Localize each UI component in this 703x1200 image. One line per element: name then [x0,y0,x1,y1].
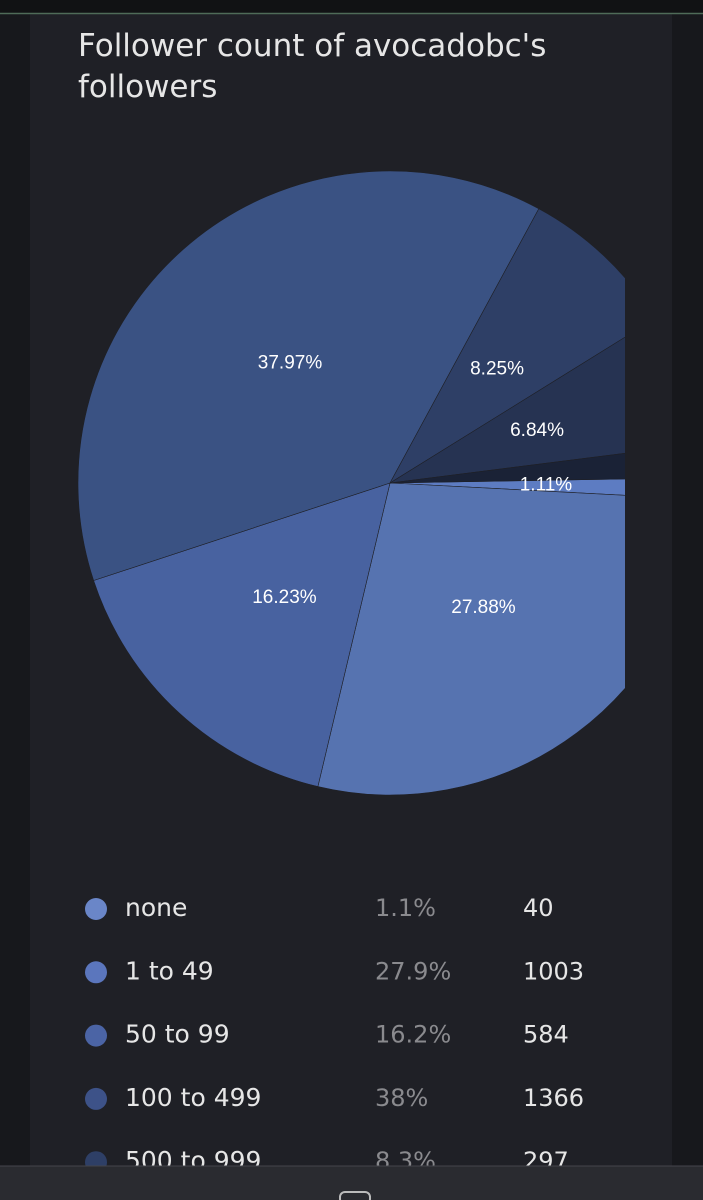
legend-count: 1003 [523,957,584,985]
pie-slice [317,482,625,796]
legend-label: 1 to 49 [125,956,214,985]
legend-swatch [85,1024,107,1047]
legend-count: 584 [523,1021,569,1049]
pie-slice [389,336,625,484]
legend-percent: 27.9% [375,957,451,985]
pie-slice [389,208,625,484]
slice-label: 1.11% [520,475,573,496]
pie-slice [93,482,391,787]
legend-count: 1366 [523,1084,584,1112]
bottom-bar [0,1166,703,1200]
legend: none 1.1% 40 1 to 49 27.9% 1003 50 to 99 16.2% 5… [85,893,584,1175]
nav-home[interactable] [339,1191,371,1200]
slice-label: 6.84% [510,420,564,441]
slice-label: 27.88% [451,597,516,618]
pie-slice [77,170,540,581]
slice-label: 37.97% [258,352,323,373]
legend-label: 50 to 99 [125,1020,230,1049]
pie-slice [389,478,625,496]
legend-count: 40 [523,894,554,922]
legend-swatch [85,1087,107,1110]
pie: 1.11% 27.88% 16.23% 37.97% 8.25% 6.84% [77,170,625,796]
slice-label: 16.23% [252,587,317,608]
legend-percent: 16.2% [375,1021,451,1049]
legend-percent: 38% [375,1084,428,1112]
legend-label: none [125,893,187,922]
legend-swatch [85,961,107,984]
legend-label: 100 to 499 [125,1083,261,1112]
legend-percent: 1.1% [375,894,436,922]
legend-swatch [85,898,107,920]
chart-title: Follower count of avocadobc's followers [78,28,546,105]
slice-label: 8.25% [470,359,524,380]
pie-slice [389,453,625,484]
top-bar [0,0,703,13]
